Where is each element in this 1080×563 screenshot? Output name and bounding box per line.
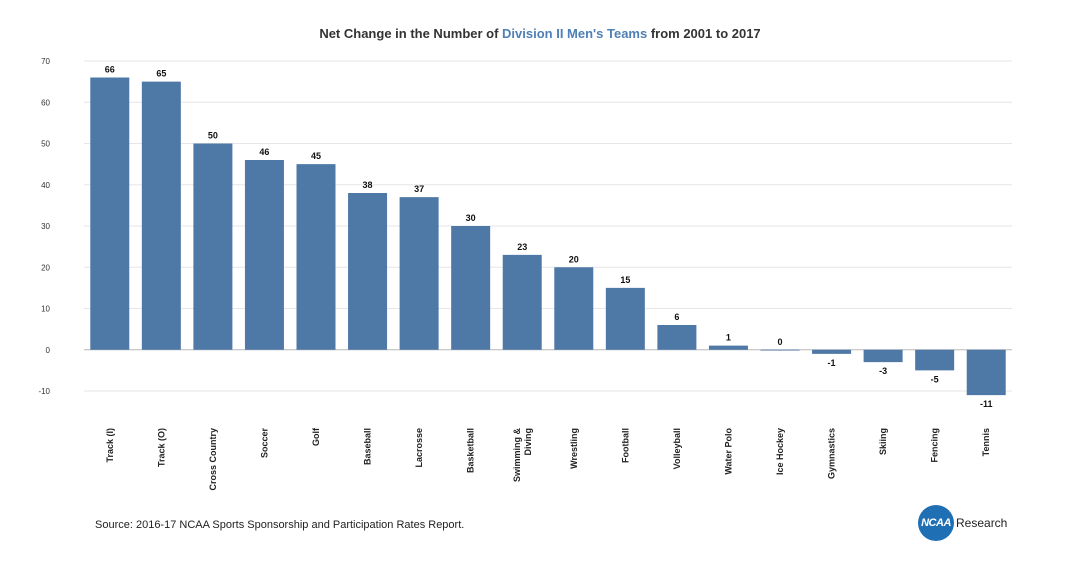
category-label: Water Polo — [723, 427, 733, 474]
value-label: -5 — [931, 374, 939, 384]
bar — [502, 254, 542, 350]
value-label: 1 — [726, 333, 731, 343]
value-label: 45 — [311, 151, 321, 161]
category-label: Baseball — [363, 428, 373, 465]
value-label: -1 — [828, 358, 836, 368]
value-label: -3 — [879, 366, 887, 376]
category-label-line: Skiing — [878, 428, 888, 455]
value-label: 65 — [156, 69, 166, 79]
category-label-line: Football — [620, 428, 630, 463]
chart-title: Net Change in the Number of Division II … — [0, 26, 1080, 41]
category-label: Track (O) — [156, 428, 166, 467]
source-note: Source: 2016-17 NCAA Sports Sponsorship … — [95, 519, 465, 531]
bar — [760, 349, 800, 351]
category-label: Swimming &Diving — [512, 428, 533, 483]
category-label-line: Basketball — [466, 428, 476, 473]
chart-title-highlight: Division II Men's Teams — [502, 26, 648, 41]
category-label: Cross Country — [208, 428, 218, 491]
y-tick-label: 40 — [41, 181, 50, 190]
bar — [244, 160, 284, 350]
logo-mark: NCAA — [921, 517, 951, 529]
category-label-line: Golf — [311, 427, 321, 446]
category-label-line: Baseball — [363, 428, 373, 465]
category-label: Football — [620, 428, 630, 463]
category-label-line: Diving — [523, 428, 533, 456]
category-label-line: Ice Hockey — [775, 428, 785, 475]
category-label-line: Track (I) — [105, 428, 115, 463]
y-tick-label: 50 — [41, 140, 50, 149]
category-label-line: Gymnastics — [827, 428, 837, 479]
bar — [141, 81, 181, 350]
bar — [657, 325, 697, 350]
y-tick-label: -10 — [38, 387, 50, 396]
value-label: 38 — [363, 180, 373, 190]
category-label: Gymnastics — [827, 428, 837, 479]
y-tick-label: 60 — [41, 98, 50, 107]
y-tick-label: 20 — [41, 263, 50, 272]
value-label: 50 — [208, 131, 218, 141]
bar — [966, 349, 1006, 396]
category-label-line: Wrestling — [569, 428, 579, 469]
bar — [399, 197, 439, 350]
bar — [605, 287, 645, 350]
category-label-line: Cross Country — [208, 428, 218, 491]
category-label-line: Lacrosse — [414, 428, 424, 468]
ncaa-research-logo: NCAA Research — [918, 505, 1008, 541]
category-label-line: Swimming & — [512, 428, 522, 483]
category-label: Wrestling — [569, 428, 579, 469]
category-label: Tennis — [981, 428, 991, 456]
category-label: Lacrosse — [414, 428, 424, 468]
value-label: 15 — [620, 275, 630, 285]
bar — [915, 349, 955, 371]
logo-text: Research — [956, 516, 1008, 530]
y-tick-label: 10 — [41, 305, 50, 314]
bar — [90, 77, 130, 350]
category-label: Skiing — [878, 428, 888, 455]
category-label: Ice Hockey — [775, 428, 785, 475]
value-label: 66 — [105, 65, 115, 75]
bar — [296, 164, 336, 350]
value-label: 0 — [777, 337, 782, 347]
category-label: Basketball — [466, 428, 476, 473]
category-label-line: Water Polo — [723, 427, 733, 474]
bar — [193, 143, 233, 350]
chart-title-suffix: from 2001 to 2017 — [647, 26, 761, 41]
category-label-line: Volleyball — [672, 428, 682, 469]
bar — [451, 226, 491, 350]
category-label: Fencing — [930, 428, 940, 463]
value-label: 6 — [674, 312, 679, 322]
category-label-line: Tennis — [981, 428, 991, 456]
bar — [348, 193, 388, 350]
value-label: 20 — [569, 254, 579, 264]
ncaa-logo-icon: NCAA — [918, 505, 954, 541]
category-label-line: Fencing — [930, 428, 940, 463]
bar — [812, 349, 852, 354]
category-label: Golf — [311, 427, 321, 446]
y-tick-label: 70 — [41, 57, 50, 66]
category-label-line: Soccer — [259, 428, 269, 459]
category-label: Volleyball — [672, 428, 682, 469]
category-label: Soccer — [259, 428, 269, 459]
y-tick-label: 0 — [46, 346, 51, 355]
y-tick-label: 30 — [41, 222, 50, 231]
value-label: 23 — [517, 242, 527, 252]
chart-title-prefix: Net Change in the Number of — [319, 26, 503, 41]
bar — [708, 345, 748, 350]
value-label: 46 — [259, 147, 269, 157]
category-label-line: Track (O) — [156, 428, 166, 467]
bar — [554, 267, 594, 350]
value-label: 37 — [414, 184, 424, 194]
value-label: 30 — [466, 213, 476, 223]
bar — [863, 349, 903, 363]
category-label: Track (I) — [105, 428, 115, 463]
value-label: -11 — [980, 399, 993, 409]
